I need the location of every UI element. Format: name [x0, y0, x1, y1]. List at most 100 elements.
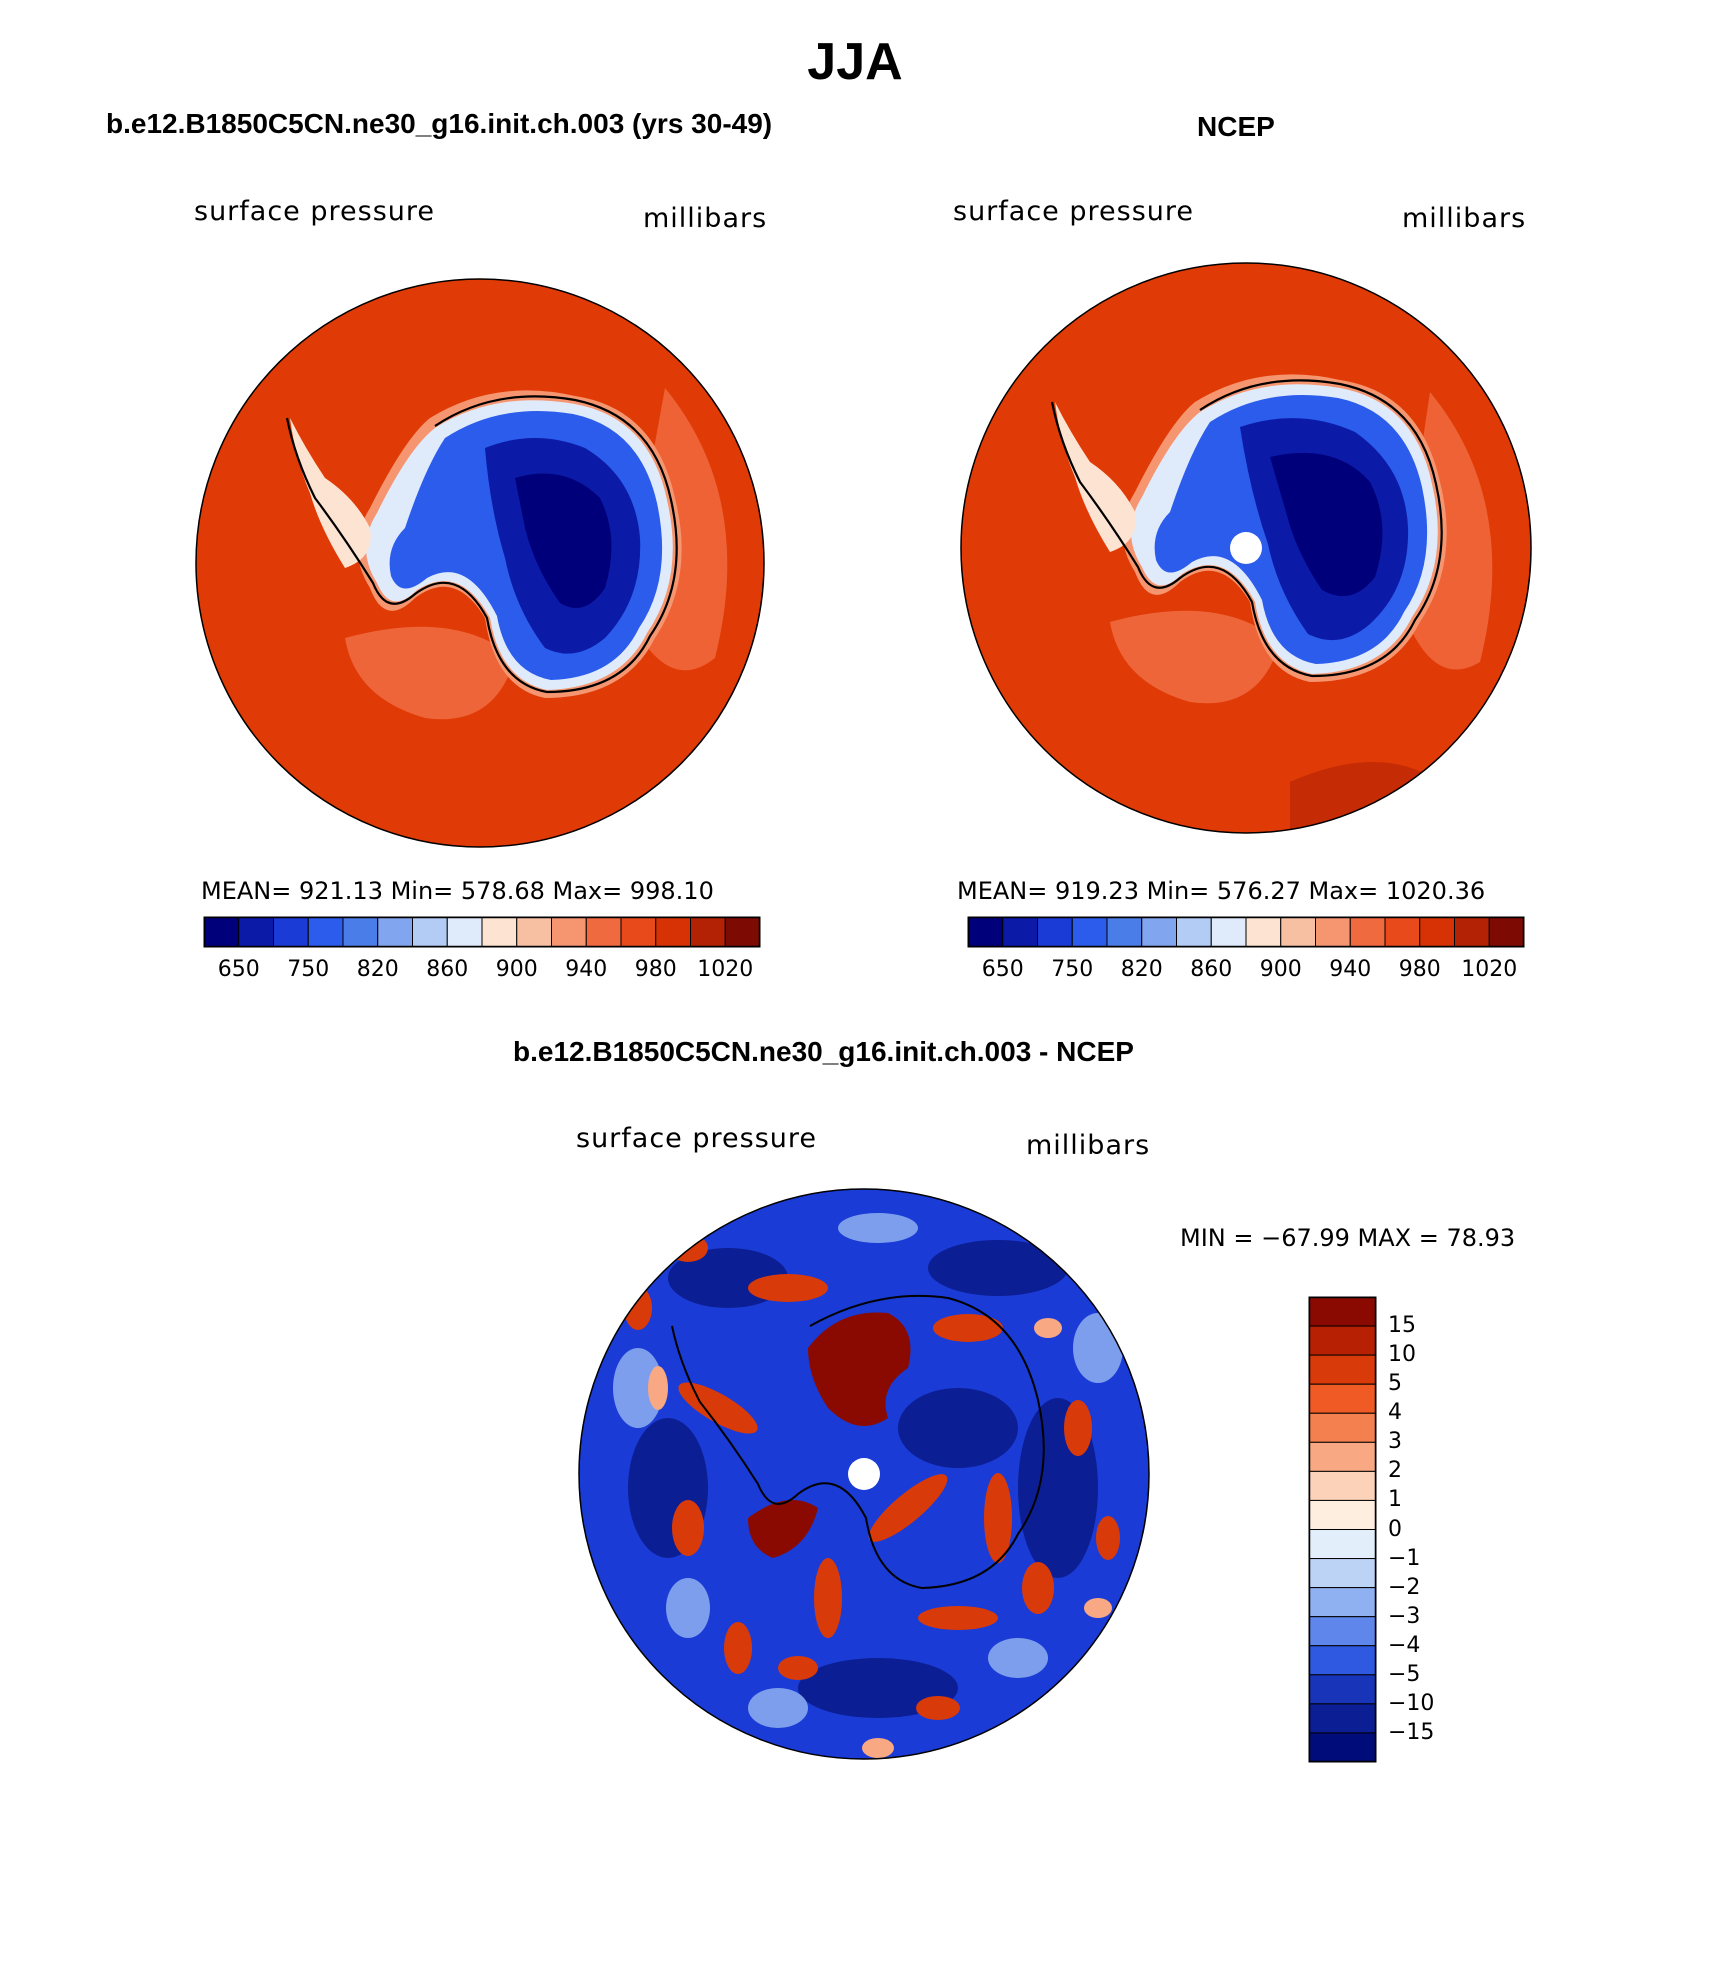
colorbar-swatch — [690, 916, 726, 948]
peninsula — [290, 418, 371, 568]
colorbar-label: 1020 — [1461, 957, 1518, 982]
figure-title: JJA — [807, 33, 903, 91]
difference-colorbar — [1308, 1296, 1377, 1763]
colorbar-swatch — [377, 916, 413, 948]
colorbar-swatch — [1488, 916, 1525, 948]
peninsula — [1055, 402, 1136, 552]
colorbar-label: −1 — [1388, 1545, 1421, 1571]
colorbar-swatch — [1308, 1470, 1377, 1501]
colorbar-swatch — [1308, 1645, 1377, 1676]
panel-1-colorbar — [203, 916, 761, 948]
colorbar-swatch — [1308, 1499, 1377, 1530]
colorbar-label: 750 — [287, 957, 330, 982]
colorbar-label: 10 — [1388, 1342, 1416, 1368]
panel-1-units: millibars — [643, 203, 768, 234]
colorbar-label: 1020 — [697, 957, 754, 982]
difference-map — [578, 1188, 1150, 1760]
colorbar-swatch — [1308, 1296, 1377, 1327]
panel-2-variable: surface pressure — [953, 196, 1194, 227]
colorbar-swatch — [1419, 916, 1455, 948]
colorbar-label: −5 — [1388, 1661, 1421, 1687]
colorbar-swatch — [1176, 916, 1212, 948]
colorbar-swatch — [273, 916, 309, 948]
difference-variable: surface pressure — [576, 1123, 817, 1154]
colorbar-swatch — [655, 916, 691, 948]
colorbar-label: 820 — [1120, 957, 1163, 982]
positive-anomalies-light — [648, 1318, 1112, 1758]
colorbar-swatch — [1308, 1732, 1377, 1763]
colorbar-label: 650 — [217, 957, 260, 982]
ice-sheet-deep — [515, 473, 612, 608]
colorbar-swatch — [412, 916, 448, 948]
difference-stats: MIN = −67.99 MAX = 78.93 — [1180, 1224, 1516, 1252]
colorbar-swatch — [516, 916, 552, 948]
colorbar-swatch — [1210, 916, 1247, 948]
colorbar-label: 0 — [1388, 1516, 1402, 1542]
colorbar-label: 860 — [426, 957, 469, 982]
ice-sheet-deep — [1270, 452, 1383, 597]
colorbar-swatch — [446, 916, 483, 948]
difference-title: b.e12.B1850C5CN.ne30_g16.init.ch.003 - N… — [513, 1036, 1134, 1067]
colorbar-label: 650 — [981, 957, 1024, 982]
panel-2-units: millibars — [1402, 203, 1527, 234]
colorbar-swatch — [1308, 1354, 1377, 1385]
colorbar-label: 940 — [565, 957, 608, 982]
panel-1-title: b.e12.B1850C5CN.ne30_g16.init.ch.003 (yr… — [106, 108, 773, 139]
colorbar-label: −2 — [1388, 1574, 1421, 1600]
panel-2-colorbar — [967, 916, 1525, 948]
colorbar-swatch — [1141, 916, 1177, 948]
colorbar-label: 4 — [1388, 1400, 1402, 1426]
positive-anomalies-dark — [748, 1312, 911, 1558]
colorbar-label: 980 — [1398, 957, 1441, 982]
panel-1-map — [195, 278, 765, 848]
colorbar-swatch — [1308, 1412, 1377, 1443]
positive-anomalies — [624, 1234, 1120, 1720]
colorbar-label: 15 — [1388, 1313, 1416, 1339]
colorbar-swatch — [1245, 916, 1282, 948]
colorbar-swatch — [551, 916, 587, 948]
colorbar-swatch — [1308, 1587, 1377, 1618]
colorbar-label: 2 — [1388, 1458, 1402, 1484]
colorbar-swatch — [1106, 916, 1143, 948]
colorbar-swatch — [1454, 916, 1490, 948]
pressure-band-980-b — [345, 626, 515, 720]
colorbar-label: 940 — [1329, 957, 1372, 982]
colorbar-label: −10 — [1388, 1690, 1435, 1716]
panel-2-title: NCEP — [1197, 111, 1275, 142]
colorbar-label: −4 — [1388, 1632, 1421, 1658]
colorbar-label: 750 — [1051, 957, 1094, 982]
missing-data-pole — [848, 1458, 880, 1490]
colorbar-label: 1 — [1388, 1487, 1402, 1513]
light-anomalies — [613, 1213, 1123, 1728]
colorbar-swatch — [1280, 916, 1316, 948]
colorbar-label: 860 — [1190, 957, 1233, 982]
colorbar-swatch — [1384, 916, 1421, 948]
colorbar-swatch — [1002, 916, 1038, 948]
colorbar-swatch — [1308, 1441, 1377, 1472]
colorbar-swatch — [481, 916, 518, 948]
panel-2-stats: MEAN= 919.23 Min= 576.27 Max= 1020.36 — [957, 877, 1486, 905]
colorbar-label: −3 — [1388, 1603, 1421, 1629]
colorbar-label: 5 — [1388, 1371, 1402, 1397]
pressure-band-980-b — [1110, 610, 1280, 704]
colorbar-swatch — [203, 916, 240, 948]
colorbar-label: 900 — [495, 957, 538, 982]
colorbar-label: −15 — [1388, 1719, 1435, 1745]
coastline — [671, 1294, 1045, 1590]
colorbar-label: 980 — [634, 957, 677, 982]
panel-2-map — [960, 262, 1532, 834]
colorbar-swatch — [1349, 916, 1386, 948]
colorbar-swatch — [1308, 1325, 1377, 1356]
colorbar-swatch — [620, 916, 657, 948]
colorbar-swatch — [967, 916, 1004, 948]
colorbar-swatch — [1308, 1383, 1377, 1414]
difference-units: millibars — [1026, 1130, 1151, 1161]
colorbar-swatch — [238, 916, 274, 948]
colorbar-swatch — [724, 916, 761, 948]
colorbar-swatch — [307, 916, 344, 948]
panel-1-variable: surface pressure — [194, 196, 435, 227]
colorbar-label: 900 — [1259, 957, 1302, 982]
colorbar-swatch — [1037, 916, 1073, 948]
colorbar-swatch — [1308, 1529, 1377, 1560]
colorbar-swatch — [585, 916, 622, 948]
